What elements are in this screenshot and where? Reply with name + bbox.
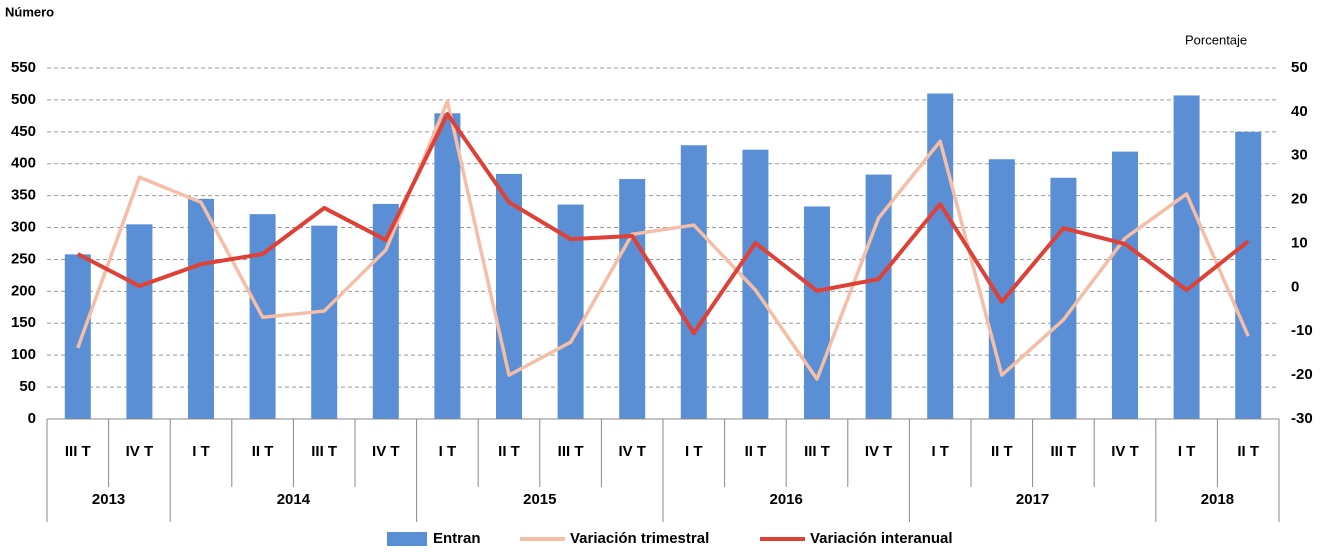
y2-tick-label: -10 xyxy=(1291,322,1313,339)
bar xyxy=(434,113,461,419)
bar xyxy=(865,174,892,419)
y-tick-label: 500 xyxy=(11,91,36,108)
bar xyxy=(619,179,646,419)
bar xyxy=(311,225,338,419)
y2-tick-label: 40 xyxy=(1291,103,1308,120)
y-tick-label: 0 xyxy=(28,410,36,427)
line-series xyxy=(76,112,1250,336)
bar xyxy=(742,149,769,420)
year-label: 2018 xyxy=(1201,491,1234,508)
y2-axis-title: Porcentaje xyxy=(1185,32,1247,47)
legend-swatch xyxy=(387,532,427,546)
x-tick-label: I T xyxy=(439,443,457,460)
y-tick-label: 250 xyxy=(11,250,36,267)
y-tick-label: 300 xyxy=(11,219,36,236)
y-tick-label: 100 xyxy=(11,346,36,363)
year-label: 2017 xyxy=(1016,491,1049,508)
year-label: 2014 xyxy=(277,491,311,508)
y2-tick-label: 50 xyxy=(1291,59,1308,76)
x-tick-label: IV T xyxy=(372,443,400,460)
x-tick-label: I T xyxy=(685,443,703,460)
legend-label: Variación trimestral xyxy=(570,530,709,547)
bar xyxy=(1235,131,1262,419)
x-tick-label: III T xyxy=(65,443,91,460)
x-tick-label: II T xyxy=(498,443,520,460)
bar xyxy=(126,224,153,419)
y2-tick-label: 20 xyxy=(1291,191,1308,208)
x-tick-label: III T xyxy=(558,443,584,460)
x-tick-label: IV T xyxy=(618,443,646,460)
y-tick-label: 150 xyxy=(11,314,36,331)
y-tick-label: 350 xyxy=(11,187,36,204)
line-series xyxy=(76,99,1250,381)
bar xyxy=(188,198,214,419)
y-tick-label: 400 xyxy=(11,155,36,172)
x-tick-label: I T xyxy=(192,443,210,460)
y-axis-title: Número xyxy=(5,4,54,19)
y2-tick-label: 30 xyxy=(1291,147,1308,164)
x-tick-label: III T xyxy=(311,443,337,460)
y-tick-label: 550 xyxy=(11,59,36,76)
y-tick-label: 200 xyxy=(11,282,36,299)
bar xyxy=(496,173,522,419)
bar xyxy=(1112,151,1138,420)
x-tick-label: II T xyxy=(745,443,767,460)
year-label: 2013 xyxy=(92,491,125,508)
bar xyxy=(1173,95,1200,419)
legend-label: Entran xyxy=(433,530,481,547)
y2-tick-label: 10 xyxy=(1291,234,1308,251)
x-tick-label: IV T xyxy=(865,443,893,460)
y2-tick-label: -20 xyxy=(1291,366,1313,383)
y-tick-label: 450 xyxy=(11,123,36,140)
bar xyxy=(680,145,707,419)
y2-tick-label: -30 xyxy=(1291,410,1313,427)
x-tick-label: II T xyxy=(252,443,274,460)
year-label: 2015 xyxy=(523,491,556,508)
bar xyxy=(64,254,91,419)
x-tick-label: II T xyxy=(991,443,1013,460)
x-tick-label: IV T xyxy=(126,443,154,460)
x-tick-label: I T xyxy=(931,443,949,460)
x-tick-label: II T xyxy=(1237,443,1259,460)
y2-tick-label: 0 xyxy=(1291,278,1299,295)
x-tick-label: III T xyxy=(1050,443,1076,460)
year-label: 2016 xyxy=(770,491,803,508)
legend-label: Variación interanual xyxy=(810,530,953,547)
x-tick-label: I T xyxy=(1178,443,1196,460)
x-tick-label: IV T xyxy=(1111,443,1139,460)
bar xyxy=(1050,177,1077,419)
x-tick-label: III T xyxy=(804,443,830,460)
bar xyxy=(804,206,830,419)
y-tick-label: 50 xyxy=(19,378,36,395)
